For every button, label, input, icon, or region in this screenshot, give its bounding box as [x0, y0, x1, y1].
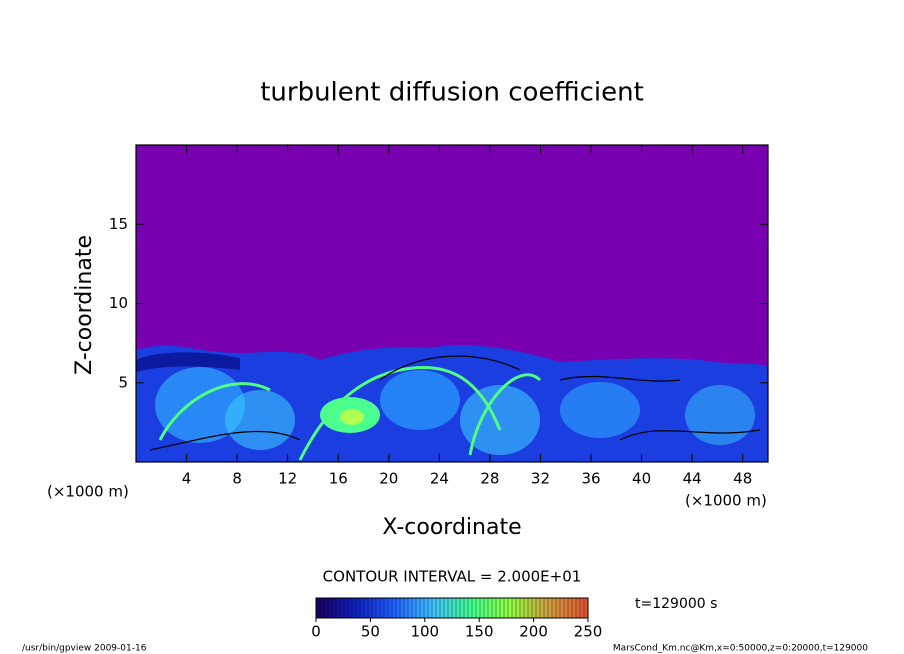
- colorbar-tick-label: 100: [410, 623, 439, 641]
- x-tick-label: 36: [581, 470, 600, 488]
- footer-right: MarsCond_Km.nc@Km,x=0:50000,z=0:20000,t=…: [613, 644, 868, 654]
- x-tick-label: 28: [480, 470, 499, 488]
- contour-interval: CONTOUR INTERVAL = 2.000E+01: [323, 568, 582, 586]
- x-tick-label: 24: [430, 470, 449, 488]
- x-tick-label: 44: [683, 470, 702, 488]
- colorbar-tick-label: 150: [465, 623, 494, 641]
- x-tick-label: 4: [182, 470, 192, 488]
- x-axis-label: X-coordinate: [382, 515, 521, 540]
- x-unit: (×1000 m): [685, 492, 767, 510]
- x-tick-label: 32: [531, 470, 550, 488]
- field: [136, 345, 768, 462]
- y-tick-label: 5: [118, 373, 128, 391]
- footer-left: /usr/bin/gpview 2009-01-16: [22, 644, 147, 654]
- y-unit: (×1000 m): [47, 483, 129, 501]
- colorbar-tick-label: 50: [361, 623, 380, 641]
- y-tick-label: 10: [109, 294, 128, 312]
- x-tick-label: 16: [329, 470, 348, 488]
- x-tick-label: 48: [733, 470, 752, 488]
- colorbar-tick-label: 0: [311, 623, 321, 641]
- x-tick-label: 8: [232, 470, 242, 488]
- x-tick-label: 40: [632, 470, 651, 488]
- y-tick-label: 15: [109, 215, 128, 233]
- chart-title: turbulent diffusion coefficient: [260, 78, 644, 108]
- colorbar-tick-label: 200: [519, 623, 548, 641]
- x-tick-label: 20: [379, 470, 398, 488]
- colorbar-tick-label: 250: [574, 623, 603, 641]
- y-axis-label: Z-coordinate: [72, 235, 97, 375]
- time-label: t=129000 s: [635, 596, 717, 612]
- x-tick-label: 12: [278, 470, 297, 488]
